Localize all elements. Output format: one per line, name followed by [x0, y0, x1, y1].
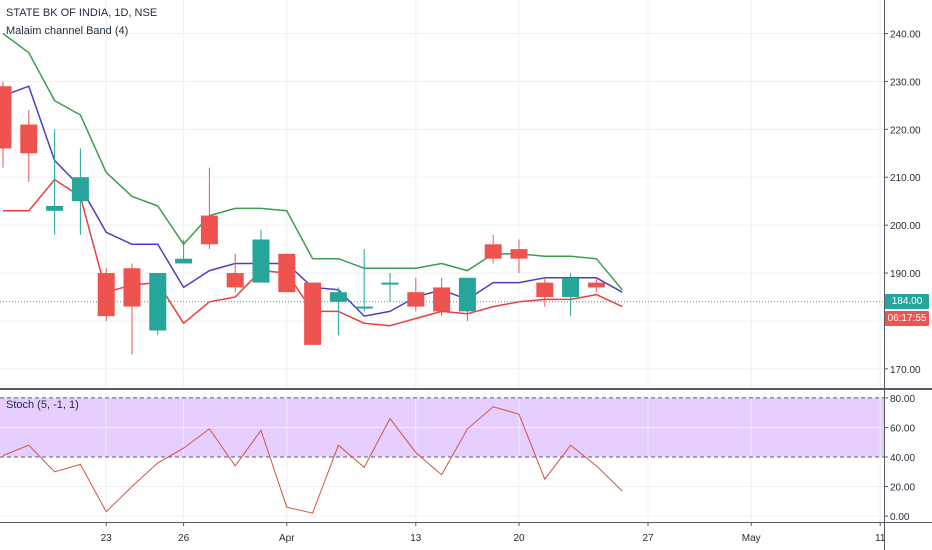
candle-body: [278, 253, 296, 293]
candle-body: [562, 277, 580, 297]
x-tick-label: 26: [178, 533, 190, 544]
y-tick-label-main: 200.00: [890, 221, 921, 232]
candle-body: [123, 268, 141, 307]
x-tick-label: 27: [642, 533, 654, 544]
candle-body: [329, 292, 347, 302]
candle-body: [304, 282, 322, 345]
candle-body: [510, 249, 528, 259]
candle-body: [587, 282, 605, 288]
y-tick-label-stoch: 0.00: [890, 512, 910, 523]
last-price-tag: 184.00: [885, 294, 929, 310]
symbol-legend[interactable]: STATE BK OF INDIA, 1D, NSE: [6, 7, 158, 19]
candle-body: [97, 273, 115, 317]
candle-body: [46, 205, 64, 211]
band-middle-line: [2, 85, 623, 317]
candle-body: [252, 239, 270, 283]
y-tick-label-main: 210.00: [890, 173, 921, 184]
candle-body: [20, 124, 38, 154]
y-tick-label-main: 170.00: [890, 365, 921, 376]
candle-body: [433, 287, 451, 312]
candle-body: [71, 177, 89, 202]
y-tick-label-stoch: 20.00: [890, 483, 915, 494]
stoch-line: [2, 406, 623, 514]
candle-body: [458, 277, 476, 312]
candle-body: [536, 282, 554, 297]
candle-body: [381, 282, 399, 285]
x-tick-label: May: [742, 533, 761, 544]
y-tick-label-stoch: 60.00: [890, 423, 915, 434]
candle-body: [484, 244, 502, 259]
x-tick-label: 11: [875, 533, 886, 544]
candle-body: [149, 273, 167, 331]
countdown-tag: 06:17:55: [885, 310, 929, 326]
y-tick-label-main: 240.00: [890, 30, 921, 41]
stoch-legend[interactable]: Stoch (5, -1, 1): [6, 399, 79, 411]
x-tick-label: 13: [410, 533, 422, 544]
candle-body: [200, 215, 218, 245]
y-tick-label-stoch: 80.00: [890, 394, 915, 405]
candle-body: [0, 86, 12, 149]
indicator-legend[interactable]: Malaim channel Band (4): [6, 25, 129, 37]
candle-body: [355, 306, 373, 309]
candle-body: [175, 258, 193, 264]
y-tick-label-stoch: 40.00: [890, 453, 915, 464]
x-tick-label: 20: [513, 533, 525, 544]
y-tick-label-main: 190.00: [890, 269, 921, 280]
candle-body: [407, 292, 425, 307]
x-tick-label: Apr: [279, 533, 295, 544]
y-tick-label-main: 220.00: [890, 125, 921, 136]
y-tick-label-main: 230.00: [890, 77, 921, 88]
x-tick-label: 23: [101, 533, 113, 544]
candle-body: [226, 273, 244, 288]
